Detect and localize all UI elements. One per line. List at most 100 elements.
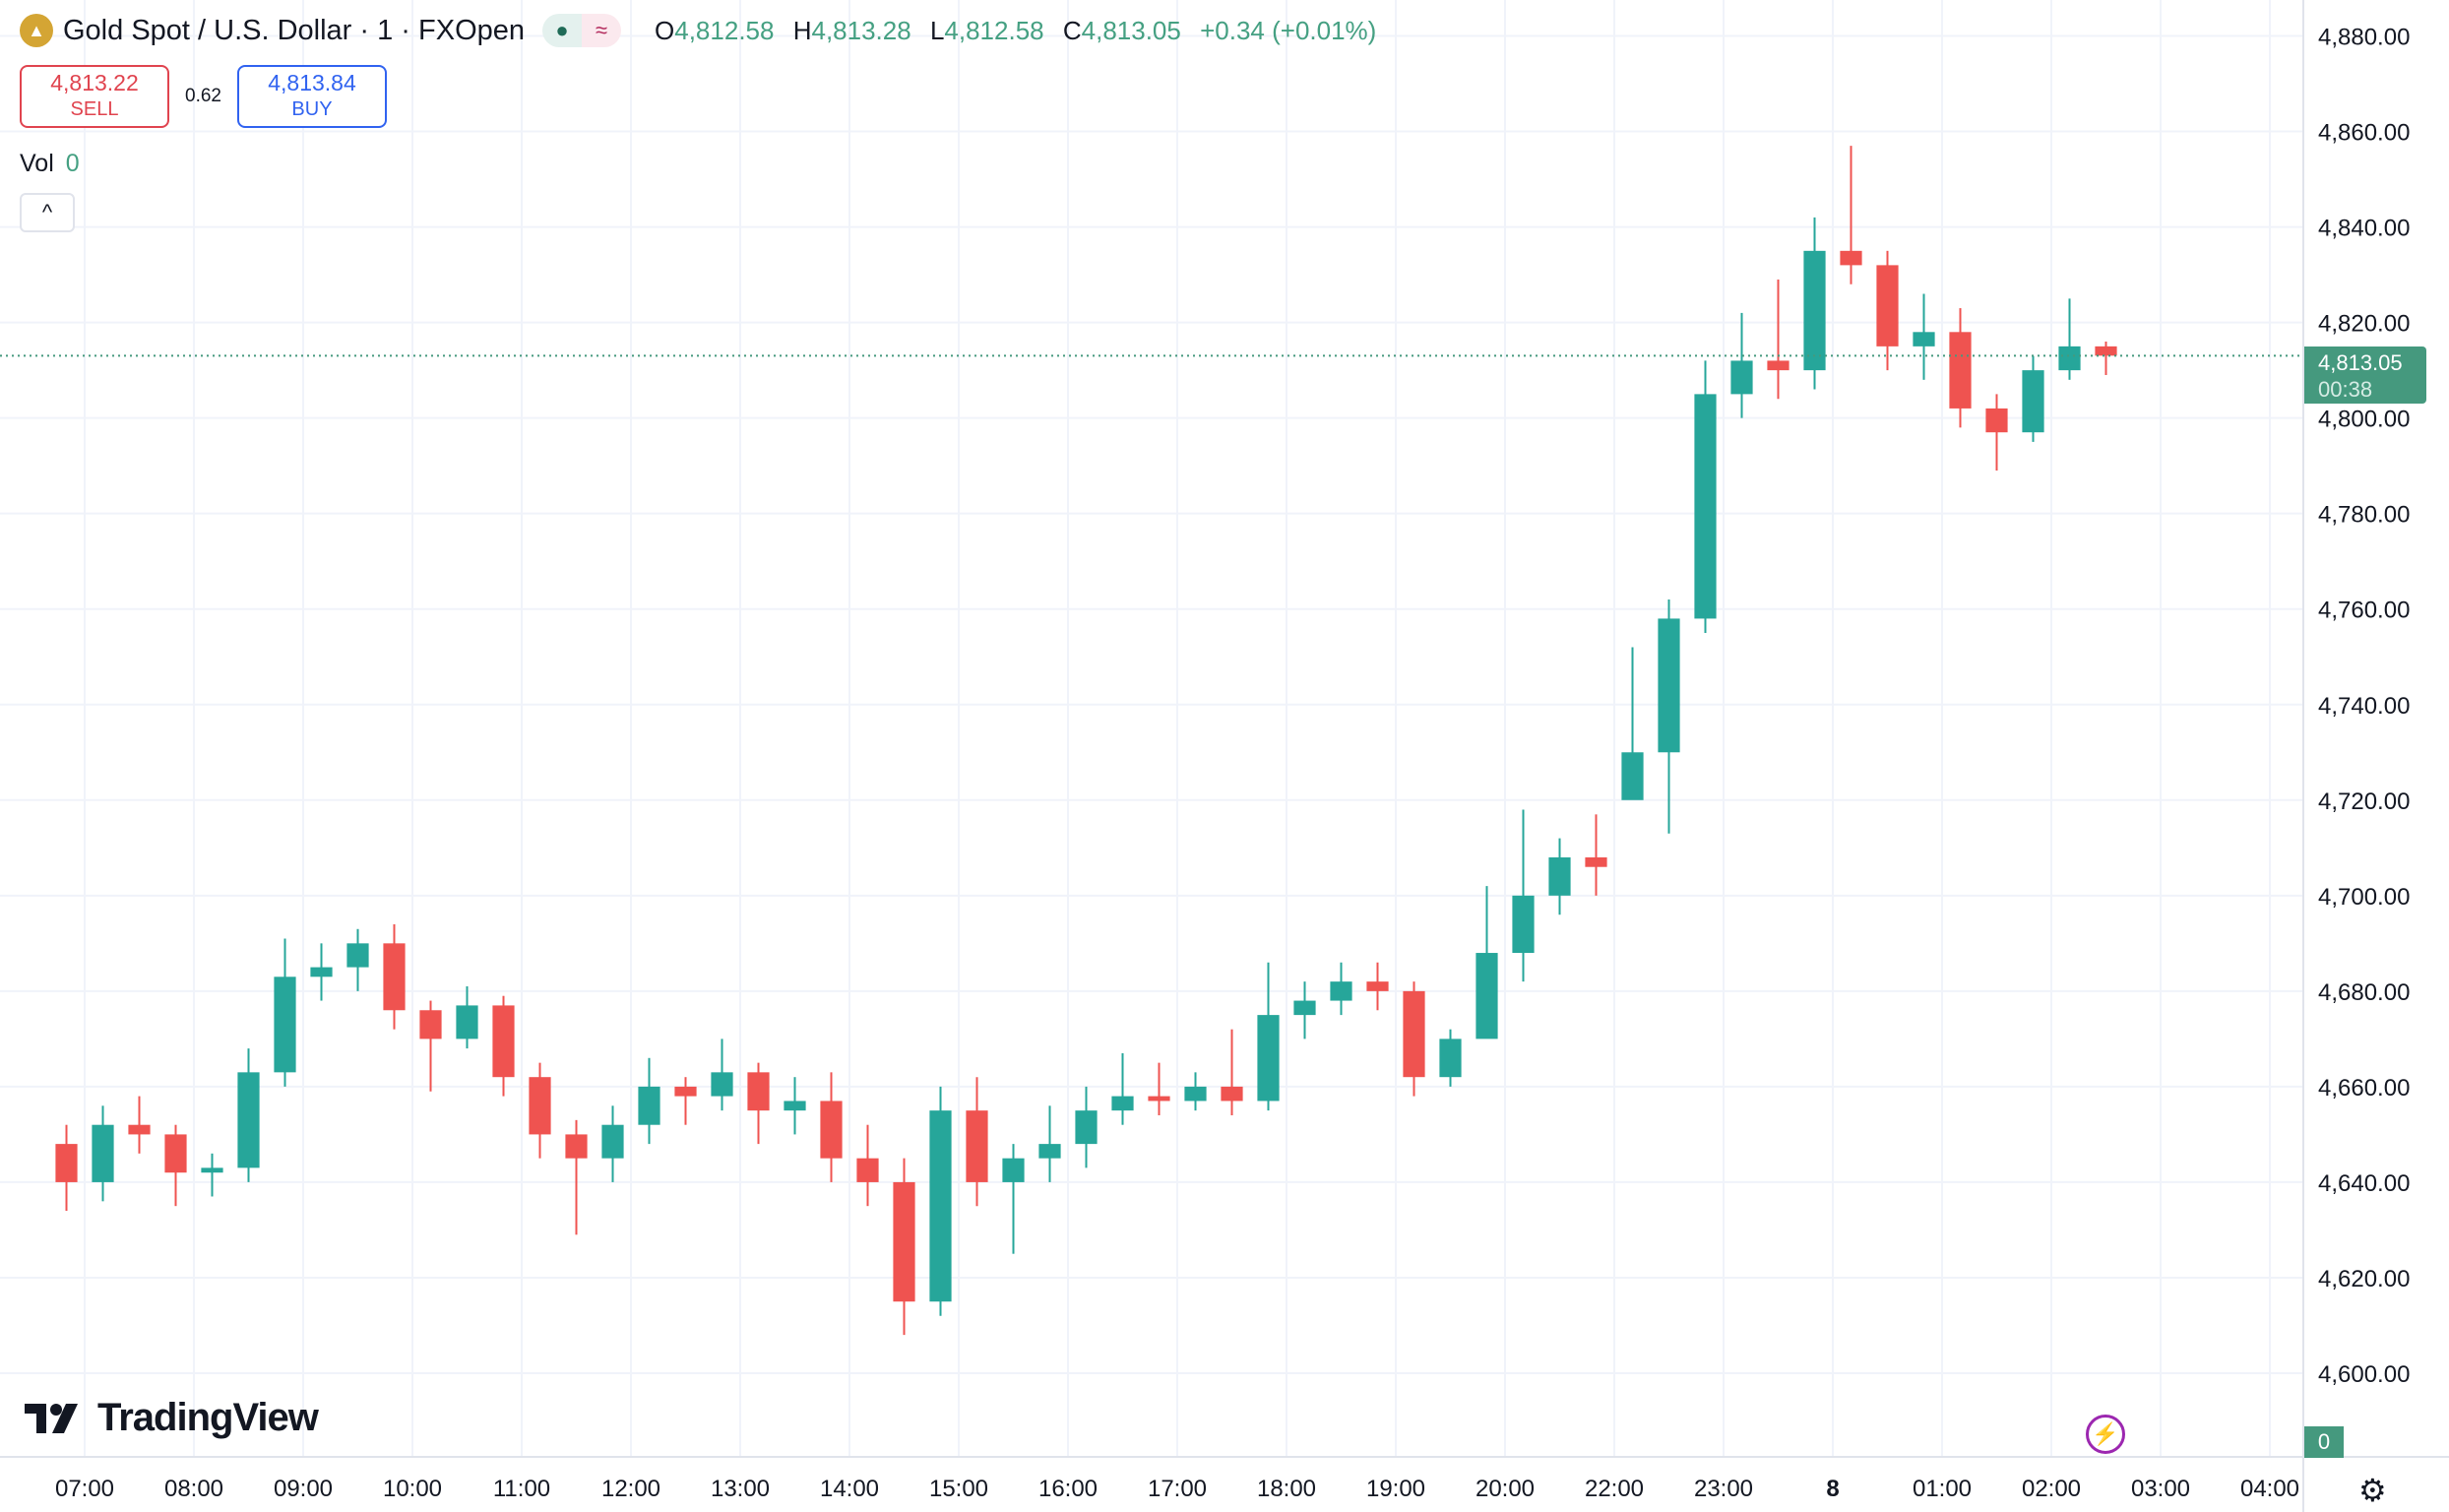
candle-body bbox=[237, 1072, 260, 1168]
y-tick-label: 4,700.00 bbox=[2318, 884, 2410, 911]
x-tick-label: 15:00 bbox=[929, 1476, 988, 1502]
x-tick-label: 23:00 bbox=[1694, 1476, 1753, 1502]
candle-body bbox=[1876, 265, 1899, 346]
x-tick-label: 04:00 bbox=[2240, 1476, 2299, 1502]
lightning-icon[interactable]: ⚡ bbox=[2086, 1415, 2125, 1454]
candle-body bbox=[92, 1124, 114, 1182]
candle-body bbox=[346, 943, 369, 968]
y-tick-label: 4,600.00 bbox=[2318, 1361, 2410, 1388]
ohlc-values: O4,812.58 H4,813.28 L4,812.58 C4,813.05 … bbox=[643, 16, 1376, 46]
bar-countdown: 00:38 bbox=[2318, 377, 2373, 402]
x-tick-label: 18:00 bbox=[1257, 1476, 1316, 1502]
candle-body bbox=[529, 1077, 551, 1135]
x-tick-label: 02:00 bbox=[2022, 1476, 2081, 1502]
tradingview-logo-icon bbox=[25, 1403, 78, 1433]
candle-body bbox=[1148, 1096, 1170, 1102]
x-tick-label: 12:00 bbox=[601, 1476, 660, 1502]
candle-body bbox=[1366, 981, 1389, 991]
sell-button[interactable]: 4,813.22 SELL bbox=[20, 65, 169, 128]
x-tick-label: 01:00 bbox=[1913, 1476, 1972, 1502]
high-label: H bbox=[792, 15, 812, 45]
candle-body bbox=[893, 1181, 915, 1302]
low-value: 4,812.58 bbox=[944, 15, 1044, 45]
candle-body bbox=[55, 1144, 78, 1182]
x-tick-label: 8 bbox=[1826, 1476, 1839, 1502]
candle-body bbox=[164, 1134, 187, 1173]
volume-value: 0 bbox=[65, 150, 80, 177]
volume-label: Vol bbox=[20, 150, 54, 177]
candle-body bbox=[128, 1124, 151, 1135]
candle-body bbox=[1949, 332, 1972, 409]
candle-body bbox=[1476, 953, 1498, 1040]
candle-body bbox=[1221, 1086, 1243, 1102]
sell-label: SELL bbox=[70, 98, 119, 120]
tradingview-logo[interactable]: TradingView bbox=[25, 1396, 319, 1440]
wave-icon[interactable]: ≈ bbox=[582, 14, 622, 47]
candle-body bbox=[1002, 1158, 1025, 1182]
open-value: 4,812.58 bbox=[674, 15, 775, 45]
candle-body bbox=[201, 1167, 223, 1173]
candle-body bbox=[820, 1101, 843, 1159]
symbol-title[interactable]: Gold Spot / U.S. Dollar · 1 · FXOpen bbox=[63, 14, 526, 46]
close-value: 4,813.05 bbox=[1081, 15, 1181, 45]
x-tick-label: 22:00 bbox=[1585, 1476, 1644, 1502]
sell-price: 4,813.22 bbox=[50, 70, 139, 95]
candle-body bbox=[1038, 1144, 1061, 1159]
x-tick-label: 13:00 bbox=[711, 1476, 770, 1502]
candle-body bbox=[638, 1086, 660, 1125]
candle-body bbox=[1803, 250, 1826, 371]
high-value: 4,813.28 bbox=[811, 15, 911, 45]
x-tick-label: 17:00 bbox=[1148, 1476, 1207, 1502]
market-open-dot-icon[interactable]: ● bbox=[542, 14, 583, 47]
buy-button[interactable]: 4,813.84 BUY bbox=[236, 65, 387, 128]
x-tick-label: 03:00 bbox=[2131, 1476, 2190, 1502]
y-tick-label: 4,640.00 bbox=[2318, 1170, 2410, 1197]
change-value: +0.34 (+0.01%) bbox=[1200, 15, 1377, 45]
y-tick-label: 4,680.00 bbox=[2318, 979, 2410, 1006]
candle-body bbox=[1621, 752, 1644, 800]
settings-gear-icon[interactable]: ⚙ bbox=[2358, 1473, 2387, 1508]
close-label: C bbox=[1062, 15, 1082, 45]
candle-body bbox=[2095, 346, 2117, 356]
y-tick-label: 4,760.00 bbox=[2318, 598, 2410, 624]
x-tick-label: 10:00 bbox=[383, 1476, 442, 1502]
candle-body bbox=[1293, 1000, 1316, 1016]
collapse-legend-button[interactable]: ^ bbox=[20, 193, 75, 232]
candle-body bbox=[310, 967, 333, 977]
chevron-up-icon: ^ bbox=[41, 200, 53, 224]
candle-body bbox=[383, 943, 406, 1011]
candle-body bbox=[1257, 1015, 1280, 1102]
open-label: O bbox=[655, 15, 675, 45]
last-price-label: 4,813.05 00:38 bbox=[2304, 346, 2426, 404]
candle-body bbox=[1330, 981, 1352, 1001]
volume-axis-badge: 0 bbox=[2304, 1426, 2344, 1458]
candle-body bbox=[747, 1072, 770, 1111]
candle-body bbox=[1585, 857, 1607, 867]
candle-body bbox=[274, 976, 296, 1073]
candle-body bbox=[456, 1005, 478, 1040]
low-label: L bbox=[929, 15, 945, 45]
buy-price: 4,813.84 bbox=[268, 70, 356, 95]
candle-body bbox=[1985, 408, 2008, 433]
brand-name: TradingView bbox=[97, 1396, 319, 1439]
volume-legend: Vol 0 bbox=[20, 150, 80, 178]
candle-body bbox=[1913, 332, 1935, 346]
x-tick-label: 16:00 bbox=[1038, 1476, 1098, 1502]
y-tick-label: 4,620.00 bbox=[2318, 1266, 2410, 1292]
candle-body bbox=[419, 1010, 442, 1040]
candle-body bbox=[1512, 895, 1535, 954]
candle-body bbox=[1767, 360, 1790, 371]
candle-body bbox=[492, 1005, 515, 1078]
buy-label: BUY bbox=[291, 98, 333, 120]
x-tick-label: 11:00 bbox=[493, 1476, 550, 1502]
candle-body bbox=[2022, 370, 2044, 433]
candle-body bbox=[784, 1101, 806, 1111]
x-tick-label: 07:00 bbox=[55, 1476, 114, 1502]
y-tick-label: 4,840.00 bbox=[2318, 216, 2410, 242]
candle-body bbox=[1730, 360, 1753, 395]
y-tick-label: 4,780.00 bbox=[2318, 502, 2410, 529]
market-status[interactable]: ● ≈ bbox=[542, 14, 622, 47]
candle-body bbox=[1658, 618, 1680, 753]
x-tick-label: 19:00 bbox=[1366, 1476, 1425, 1502]
